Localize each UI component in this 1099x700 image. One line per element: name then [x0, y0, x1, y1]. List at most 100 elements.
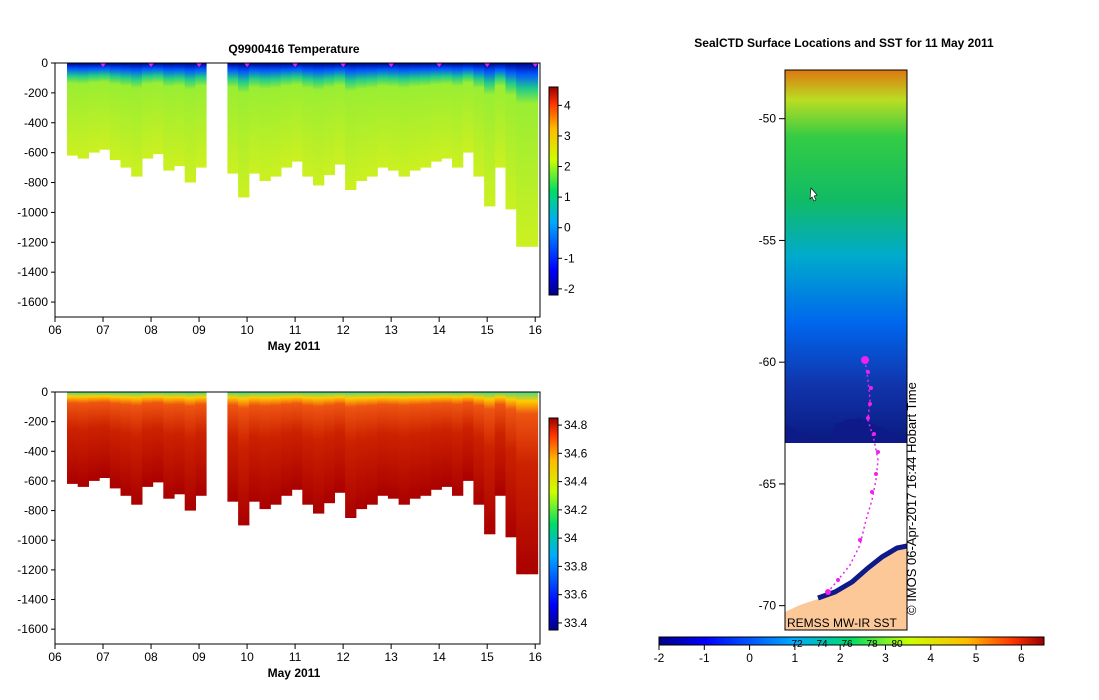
profile-column — [248, 392, 261, 502]
profile-column — [473, 63, 485, 177]
x-tick-label: 12 — [336, 323, 350, 337]
x-tick-label: 06 — [48, 650, 62, 664]
temperature-colorbar-ticks: -2 -1 0 1 2 3 4 — [558, 98, 575, 296]
colorbar-tick-label: -2 — [564, 282, 575, 296]
profile-column — [67, 392, 79, 484]
profile-column — [377, 63, 389, 168]
x-tick-label: 15 — [480, 650, 494, 664]
profile-column — [420, 63, 432, 168]
x-tick-label: 16 — [529, 650, 543, 664]
profile-column — [270, 63, 282, 177]
profile-column — [77, 392, 89, 487]
profile-column — [452, 63, 464, 168]
profile-column — [484, 392, 496, 535]
profile-column — [345, 392, 357, 518]
sst-colorbar-tick-label: 3 — [882, 651, 889, 665]
profile-column — [366, 392, 378, 505]
x-tick-label: 16 — [529, 323, 543, 337]
sst-colorbar-ticks: -2 -1 0 1 2 3 4 5 6 — [654, 645, 1025, 665]
profile-column — [152, 63, 164, 155]
sst-colorbar-tick-label: 6 — [1018, 651, 1025, 665]
lat-tick-label: -50 — [759, 112, 777, 126]
x-tick-label: 14 — [432, 650, 446, 664]
seal-location-dot — [868, 402, 872, 406]
daily-marker — [484, 63, 491, 67]
colorbar-tick-label: 34 — [564, 531, 578, 545]
profile-column — [387, 392, 400, 499]
profile-column — [141, 392, 154, 487]
sst-colorbar-tick-label: -1 — [699, 651, 710, 665]
profile-column — [227, 392, 239, 502]
x-tick-label: 08 — [144, 650, 158, 664]
seal-location-dot — [874, 472, 878, 476]
daily-marker — [532, 63, 539, 67]
colorbar-tick-label: 2 — [564, 160, 571, 174]
profile-column — [195, 392, 207, 496]
sst-colorbar-tick-label: -2 — [654, 651, 665, 665]
temperature-axes-frame — [54, 62, 541, 318]
x-tick-label: 13 — [384, 650, 398, 664]
y-tick-label: -1400 — [17, 593, 48, 607]
profile-column — [494, 392, 507, 496]
profile-column — [302, 392, 314, 505]
profile-column — [377, 392, 389, 496]
y-tick-label: -1200 — [17, 235, 48, 249]
profile-column — [174, 392, 186, 495]
profile-column — [387, 63, 400, 171]
seal-location-dot — [861, 356, 869, 364]
colorbar-tick-label: 34.8 — [564, 418, 588, 432]
colorbar-tick-label: 33.8 — [564, 559, 588, 573]
y-tick-label: -1000 — [17, 533, 48, 547]
x-tick-label: 07 — [96, 323, 110, 337]
profile-column — [516, 63, 528, 247]
salinity-profiles — [67, 392, 539, 575]
x-tick-label: 15 — [480, 323, 494, 337]
profile-column — [323, 63, 335, 176]
profile-column — [409, 392, 421, 499]
sst-no-data-area — [785, 443, 907, 610]
colorbar-tick-label: 33.6 — [564, 588, 588, 602]
sst-colorbar-secondary-label: 72 — [791, 639, 803, 650]
y-tick-label: -600 — [24, 474, 48, 488]
profile-column — [313, 392, 325, 514]
seal-location-dot — [876, 450, 880, 454]
seal-location-dot — [869, 386, 873, 390]
sst-colorbar-tick-label: 0 — [746, 651, 753, 665]
y-tick-label: -1600 — [17, 295, 48, 309]
seal-location-dot — [866, 370, 870, 374]
y-tick-label: 0 — [41, 56, 48, 70]
profile-column — [99, 392, 111, 478]
profile-column — [345, 63, 357, 190]
daily-marker — [388, 63, 395, 67]
y-tick-label: -1000 — [17, 205, 48, 219]
profile-column — [505, 63, 517, 210]
salinity-colorbar — [548, 417, 559, 631]
sst-map-title: SealCTD Surface Locations and SST for 11… — [694, 36, 994, 50]
y-tick-label: -200 — [24, 86, 48, 100]
temperature-panel: Q9900416 Temperature 0 -200 -400 -600 -800 -1… — [17, 42, 575, 353]
temperature-y-axis: 0 -200 -400 -600 -800 -1000 -1200 -1400 -1600 — [17, 56, 55, 309]
y-tick-label: -800 — [24, 504, 48, 518]
seal-surface-locations — [825, 356, 880, 595]
profile-column — [398, 392, 410, 505]
daily-marker — [292, 63, 299, 67]
imos-credit-label: © IMOS 06-Apr-2017 16:44 Hobart Time — [904, 382, 919, 615]
profile-column — [195, 63, 207, 168]
profile-column — [441, 63, 453, 159]
sst-colorbar-tick-label: 1 — [792, 651, 799, 665]
seal-location-dot — [866, 416, 870, 420]
profile-column — [163, 392, 175, 499]
daily-marker — [148, 63, 155, 67]
profile-column — [141, 63, 154, 159]
temperature-title: Q9900416 Temperature — [228, 42, 360, 56]
sst-colorbar-secondary-label: 74 — [816, 639, 828, 650]
temperature-profiles — [67, 63, 539, 247]
profile-column — [120, 63, 132, 168]
profile-column — [131, 392, 143, 505]
profile-column — [174, 63, 186, 167]
x-tick-label: 14 — [432, 323, 446, 337]
daily-marker — [244, 63, 251, 67]
coastal-ice — [817, 543, 908, 601]
x-tick-label: 06 — [48, 323, 62, 337]
lat-tick-label: -55 — [759, 233, 777, 247]
